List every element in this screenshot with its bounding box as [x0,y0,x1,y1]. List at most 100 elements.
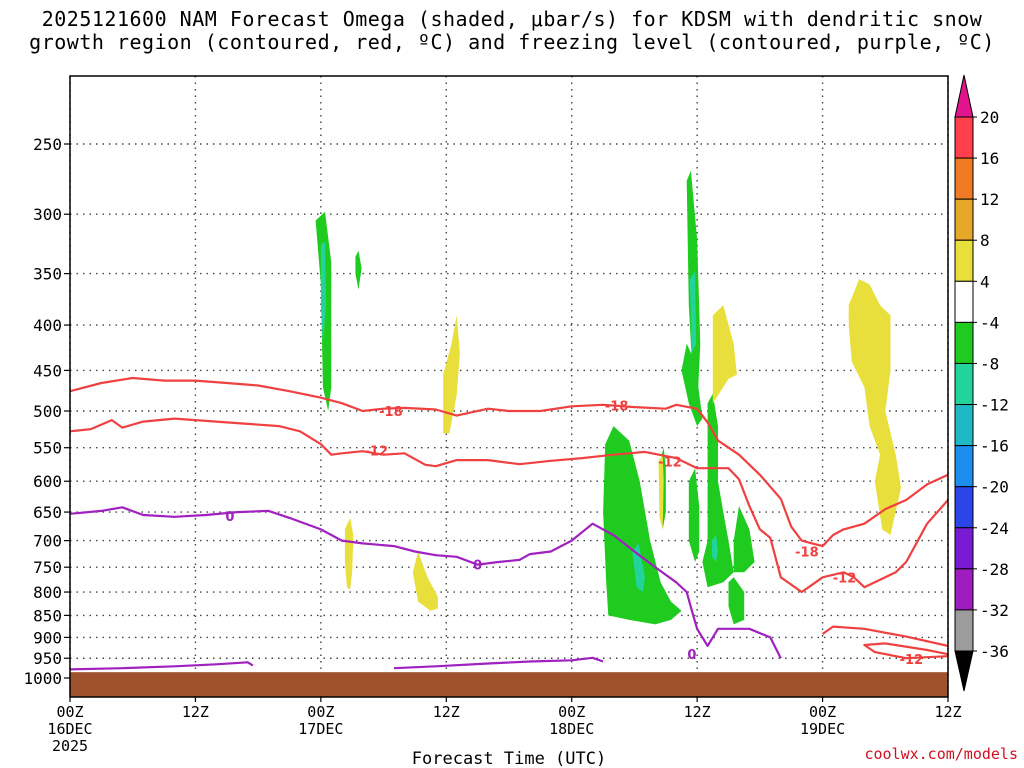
omega-region [632,543,645,592]
y-tick-label: 650 [33,503,62,522]
colorbar-segment [954,157,974,200]
y-tick-label: 400 [33,316,62,335]
colorbar-label: 20 [980,108,999,127]
x-tick-date: 18DEC [549,720,594,738]
colorbar-segment [954,445,974,488]
colorbar-segment [954,568,974,611]
omega-region [711,535,718,562]
credit-text[interactable]: coolwx.com/models [864,745,1018,763]
plot-frame [69,75,949,698]
omega-region [688,468,700,562]
omega-region [689,271,697,353]
contour-label: -12 [833,571,857,586]
ground-terrain [70,672,948,697]
contour-label: 0 [473,559,482,574]
y-tick-label: 750 [33,558,62,577]
y-tick-label: 950 [33,649,62,668]
chart-title-line-1: 2025121600 NAM Forecast Omega (shaded, μ… [41,7,983,31]
colorbar-segment [954,198,974,241]
contour-label: 0 [687,648,696,663]
colorbar-label: -4 [980,313,999,332]
omega-region [712,305,737,404]
colorbar-segment [954,609,974,652]
colorbar-label: -28 [980,560,1009,579]
colorbar-label: -32 [980,601,1009,620]
omega-region [848,279,901,536]
y-tick-label: 600 [33,472,62,491]
x-tick-label: 00Z [809,703,836,721]
dgz-contour [821,625,948,647]
x-tick-label: 00Z [307,703,334,721]
colorbar-label: -8 [980,354,999,373]
colorbar-label: 16 [980,149,999,168]
colorbar-segment [954,239,974,282]
colorbar-segment [954,527,974,570]
colorbar-label: 4 [980,272,990,291]
omega-region [658,454,664,530]
contour-label: -18 [605,400,629,415]
y-tick-label: 900 [33,628,62,647]
colorbar-label: 12 [980,190,999,209]
contour-label: -18 [379,405,403,420]
chart-title-line-2: growth region (contoured, red, ºC) and f… [29,30,995,54]
x-tick-year: 2025 [52,737,88,755]
y-tick-label: 250 [33,135,62,154]
x-tick-label: 00Z [56,703,83,721]
y-tick-label: 700 [33,532,62,551]
x-tick-date: 17DEC [298,720,343,738]
freezing-level-contour [70,506,782,659]
omega-region [355,250,362,290]
colorbar-label: -20 [980,478,1009,497]
contour-lines [70,376,948,671]
x-tick-date: 16DEC [47,720,92,738]
y-tick-label: 800 [33,583,62,602]
y-tick-label: 500 [33,402,62,421]
y-tick-label: 450 [33,361,62,380]
grid [69,76,949,697]
omega-shading [315,170,901,625]
colorbar-label: -36 [980,642,1009,661]
contour-label: -18 [795,545,819,560]
contour-labels: -18 -12 -18 -12 -18 -12 -12 0 0 0 [225,400,923,668]
omega-region [344,517,354,590]
x-tick-label: 12Z [684,703,711,721]
dgz-contour [70,417,948,594]
freezing-level-contour [393,656,604,670]
colorbar-label: -16 [980,437,1009,456]
y-tick-label: 550 [33,439,62,458]
x-axis-label: Forecast Time (UTC) [412,749,606,768]
colorbar-segment [954,362,974,406]
colorbar-segment [954,404,974,447]
colorbar-segment [954,321,974,364]
y-tick-label: 300 [33,205,62,224]
omega-region [443,315,460,434]
omega-region [728,577,745,625]
x-tick-label: 12Z [182,703,209,721]
colorbar-segment [954,280,974,323]
omega-region [320,241,327,344]
omega-region [702,393,734,588]
contour-label: -12 [658,455,682,470]
x-tick-label: 12Z [934,703,961,721]
dgz-contour [863,642,948,660]
colorbar-label: 8 [980,231,990,250]
y-tick-label: 1000 [23,669,62,688]
colorbar-segment [954,116,974,159]
y-tick-label: 850 [33,606,62,625]
colorbar-label: -12 [980,396,1009,415]
x-tick-label: 00Z [558,703,585,721]
colorbar-top-arrow [954,74,974,118]
freezing-level-contour [70,661,254,671]
omega-region [412,551,438,611]
contour-label: 0 [225,510,234,525]
colorbar-segment [954,486,974,529]
x-tick-label: 12Z [433,703,460,721]
omega-region [603,426,682,625]
omega-region [681,343,703,427]
omega-region [733,506,755,573]
contour-label: -12 [365,445,389,460]
y-tick-label: 350 [33,265,62,284]
dgz-contour [70,376,948,548]
